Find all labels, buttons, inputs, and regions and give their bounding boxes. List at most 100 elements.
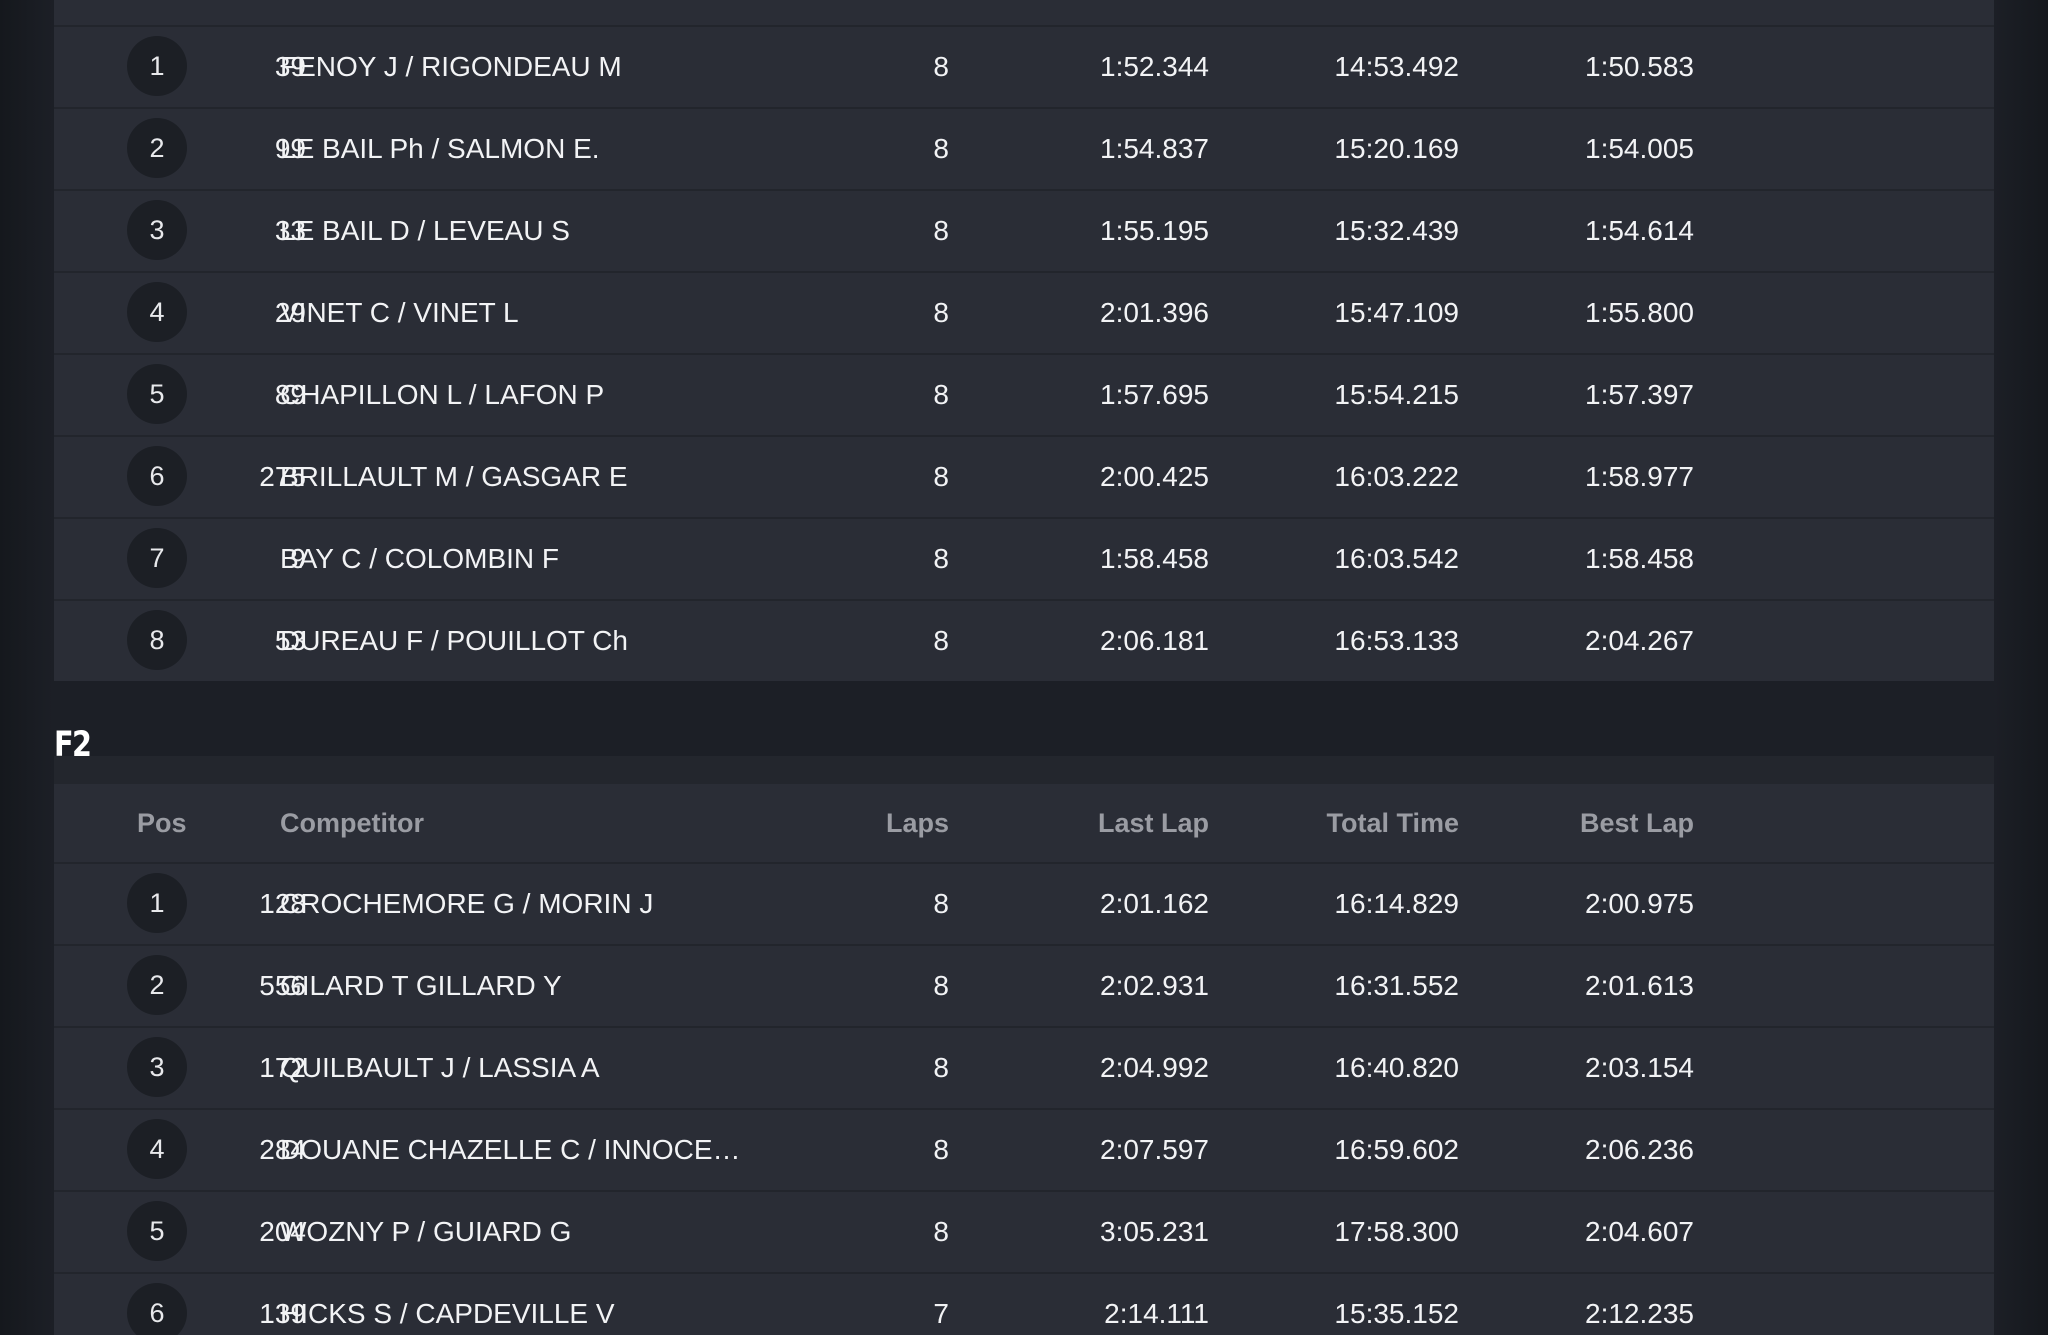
- table-row[interactable]: 2 99 LE BAIL Ph / SALMON E. 8 1:54.837 15:20.…: [54, 109, 1994, 191]
- competitor-name: GILARD T GILLARD Y: [280, 970, 562, 1001]
- total-time-value: 15:32.439: [1334, 215, 1459, 246]
- table-row[interactable]: 8 53 DUREAU F / POUILLOT Ch 8 2:06.181 16:53.…: [54, 601, 1994, 681]
- table-row[interactable]: 7 9 BAY C / COLOMBIN F 8 1:58.458 16:03.542 1:…: [54, 519, 1994, 601]
- total-time-value: 16:03.542: [1334, 543, 1459, 574]
- competitor-number: 172: [259, 1052, 306, 1083]
- column-header-laps[interactable]: Laps: [885, 808, 949, 838]
- last-lap-value: 1:54.837: [1100, 133, 1209, 164]
- laps-value: 8: [933, 461, 949, 492]
- last-lap-value: 1:55.195: [1100, 215, 1209, 246]
- position-badge: 5: [127, 364, 187, 424]
- competitor-number: 89: [274, 379, 306, 410]
- competitor-name: HICKS S / CAPDEVILLE V: [280, 1298, 615, 1329]
- best-lap-value: 2:06.236: [1585, 1134, 1694, 1165]
- competitor-name: DUREAU F / POUILLOT Ch: [280, 625, 629, 656]
- total-time-value: 14:53.492: [1334, 51, 1459, 82]
- total-time-value: 16:59.602: [1334, 1134, 1459, 1165]
- column-header-last-lap[interactable]: Last Lap: [1097, 808, 1209, 838]
- laps-value: 8: [933, 970, 949, 1001]
- competitor-number: 139: [259, 1298, 306, 1329]
- column-header-pos[interactable]: Pos: [137, 808, 187, 838]
- position-badge: 3: [127, 1037, 187, 1097]
- competitor-name: CROCHEMORE G / MORIN J: [280, 888, 654, 919]
- table-row[interactable]: 6 139 HICKS S / CAPDEVILLE V 7 2:14.111 15:35…: [54, 1274, 1994, 1335]
- column-header-best-lap[interactable]: Best Lap: [1579, 808, 1694, 838]
- position-badge: 3: [127, 200, 187, 260]
- table-body: 1 128 CROCHEMORE G / MORIN J 8 2:01.162 16:14…: [54, 864, 1994, 1335]
- table-top-edge: [54, 756, 1994, 784]
- total-time-value: 15:47.109: [1334, 297, 1459, 328]
- position-badge: 7: [127, 528, 187, 588]
- laps-value: 8: [933, 1052, 949, 1083]
- competitor-number: 284: [259, 1134, 306, 1165]
- laps-value: 8: [933, 888, 949, 919]
- competitor-name: LE BAIL D / LEVEAU S: [280, 215, 570, 246]
- best-lap-value: 2:04.607: [1585, 1216, 1694, 1247]
- table-row[interactable]: 1 128 CROCHEMORE G / MORIN J 8 2:01.162 16:14…: [54, 864, 1994, 946]
- table-body: 1 39 FENOY J / RIGONDEAU M 8 1:52.344 14:53.4…: [54, 27, 1994, 681]
- best-lap-value: 2:01.613: [1585, 970, 1694, 1001]
- competitor-name: QUILBAULT J / LASSIA A: [280, 1052, 600, 1083]
- table-row[interactable]: 4 29 VINET C / VINET L 8 2:01.396 15:47.109 1:…: [54, 273, 1994, 355]
- best-lap-value: 1:58.977: [1585, 461, 1694, 492]
- table-row[interactable]: 6 275 BRILLAULT M / GASGAR E 8 2:00.425 16:03…: [54, 437, 1994, 519]
- total-time-value: 16:14.829: [1334, 888, 1459, 919]
- best-lap-value: 1:54.005: [1585, 133, 1694, 164]
- table-row[interactable]: 3 33 LE BAIL D / LEVEAU S 8 1:55.195 15:32.43…: [54, 191, 1994, 273]
- table-row[interactable]: 4 284 DOUANE CHAZELLE C / INNOCE… 8 2:07.597…: [54, 1110, 1994, 1192]
- best-lap-value: 2:04.267: [1585, 625, 1694, 656]
- competitor-name: CHAPILLON L / LAFON P: [280, 379, 605, 410]
- table-row[interactable]: 3 172 QUILBAULT J / LASSIA A 8 2:04.992 16:40…: [54, 1028, 1994, 1110]
- last-lap-value: 2:04.992: [1100, 1052, 1209, 1083]
- table-row[interactable]: 5 204 WOZNY P / GUIARD G 8 3:05.231 17:58.300…: [54, 1192, 1994, 1274]
- table-row[interactable]: 1 39 FENOY J / RIGONDEAU M 8 1:52.344 14:53.4…: [54, 27, 1994, 109]
- position-badge: 4: [127, 1119, 187, 1179]
- competitor-name: FENOY J / RIGONDEAU M: [280, 51, 622, 82]
- position-badge: 8: [127, 610, 187, 670]
- best-lap-value: 1:50.583: [1585, 51, 1694, 82]
- total-time-value: 16:03.222: [1334, 461, 1459, 492]
- competitor-number: 9: [290, 543, 306, 574]
- column-header-competitor[interactable]: Competitor: [280, 808, 424, 838]
- position-badge: 2: [127, 955, 187, 1015]
- last-lap-value: 2:00.425: [1100, 461, 1209, 492]
- competitor-name: BRILLAULT M / GASGAR E: [280, 461, 628, 492]
- laps-value: 8: [933, 379, 949, 410]
- last-lap-value: 1:58.458: [1100, 543, 1209, 574]
- competitor-number: 99: [274, 133, 306, 164]
- column-header-total-time[interactable]: Total Time: [1326, 808, 1459, 838]
- competitor-name: VINET C / VINET L: [280, 297, 519, 328]
- competitor-number: 204: [259, 1216, 306, 1247]
- position-badge: 1: [127, 873, 187, 933]
- table-row[interactable]: 2 556 GILARD T GILLARD Y 8 2:02.931 16:31.552…: [54, 946, 1994, 1028]
- competitor-number: 29: [274, 297, 306, 328]
- competitor-number: 33: [274, 215, 306, 246]
- last-lap-value: 2:06.181: [1100, 625, 1209, 656]
- laps-value: 8: [933, 215, 949, 246]
- best-lap-value: 2:12.235: [1585, 1298, 1694, 1329]
- competitor-name: BAY C / COLOMBIN F: [280, 543, 560, 574]
- laps-value: 8: [933, 543, 949, 574]
- laps-value: 7: [933, 1298, 949, 1329]
- total-time-value: 16:53.133: [1334, 625, 1459, 656]
- laps-value: 8: [933, 625, 949, 656]
- competitor-number: 556: [259, 970, 306, 1001]
- laps-value: 8: [933, 133, 949, 164]
- laps-value: 8: [933, 51, 949, 82]
- best-lap-value: 1:58.458: [1585, 543, 1694, 574]
- results-table-f2: Pos Competitor Laps Last Lap Total Time …: [54, 756, 1994, 1335]
- table-row[interactable]: 5 89 CHAPILLON L / LAFON P 8 1:57.695 15:54.2…: [54, 355, 1994, 437]
- competitor-name: WOZNY P / GUIARD G: [280, 1216, 572, 1247]
- best-lap-value: 2:03.154: [1585, 1052, 1694, 1083]
- competitor-number: 275: [259, 461, 306, 492]
- laps-value: 8: [933, 1216, 949, 1247]
- table-header-row: Pos Competitor Laps Last Lap Total Time …: [54, 784, 1994, 864]
- total-time-value: 16:31.552: [1334, 970, 1459, 1001]
- position-badge: 1: [127, 36, 187, 96]
- competitor-number: 39: [274, 51, 306, 82]
- last-lap-value: 2:07.597: [1100, 1134, 1209, 1165]
- table-top-edge: [54, 0, 1994, 27]
- last-lap-value: 2:14.111: [1104, 1298, 1209, 1329]
- total-time-value: 15:20.169: [1334, 133, 1459, 164]
